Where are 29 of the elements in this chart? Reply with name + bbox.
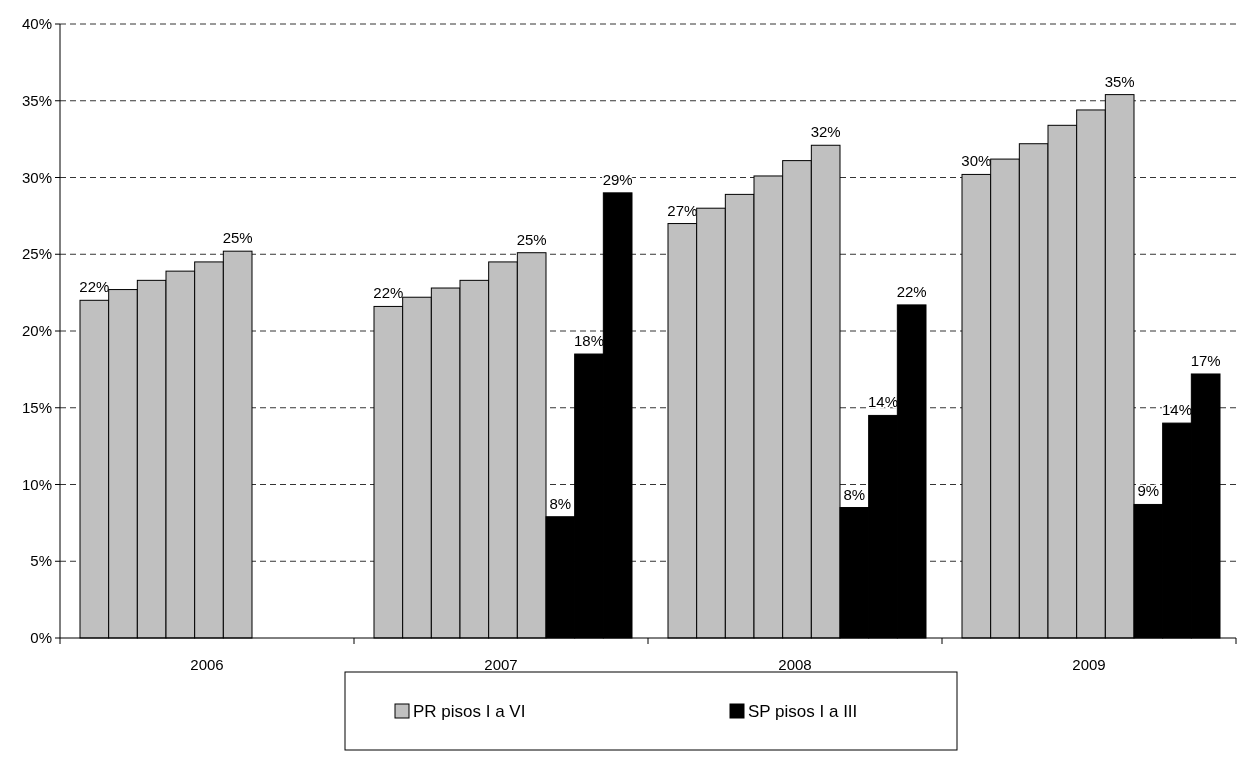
data-label: 9% <box>1137 482 1160 500</box>
data-label: 27% <box>667 201 698 219</box>
y-tick-label: 30% <box>21 168 52 186</box>
data-label: 25% <box>516 230 547 248</box>
y-tick-label: 5% <box>30 552 52 570</box>
data-label: 8% <box>549 494 572 512</box>
data-label: 35% <box>1104 72 1135 90</box>
data-label: 22% <box>896 282 927 300</box>
legend-label: PR pisos I a VI <box>413 702 526 721</box>
x-tick-label: 2009 <box>1072 656 1106 673</box>
data-label: 30% <box>961 152 992 170</box>
legend-label: SP pisos I a III <box>748 702 858 721</box>
y-tick-label: 35% <box>21 91 52 109</box>
data-label: 8% <box>843 485 866 503</box>
y-tick-label: 25% <box>21 245 52 263</box>
x-tick-label: 2008 <box>778 656 812 673</box>
data-label: 25% <box>222 229 253 247</box>
y-tick-label: 0% <box>30 629 52 646</box>
data-label: 32% <box>810 123 841 141</box>
y-tick-label: 20% <box>21 322 52 339</box>
data-label: 17% <box>1190 351 1221 369</box>
y-tick-label: 40% <box>21 15 52 32</box>
data-label: 22% <box>79 278 110 296</box>
data-label: 29% <box>602 170 633 188</box>
x-tick-label: 2006 <box>190 656 224 673</box>
data-label: 22% <box>373 284 404 302</box>
y-tick-label: 15% <box>21 398 52 416</box>
x-tick-label: 2007 <box>484 656 518 673</box>
y-tick-label: 10% <box>21 475 52 493</box>
